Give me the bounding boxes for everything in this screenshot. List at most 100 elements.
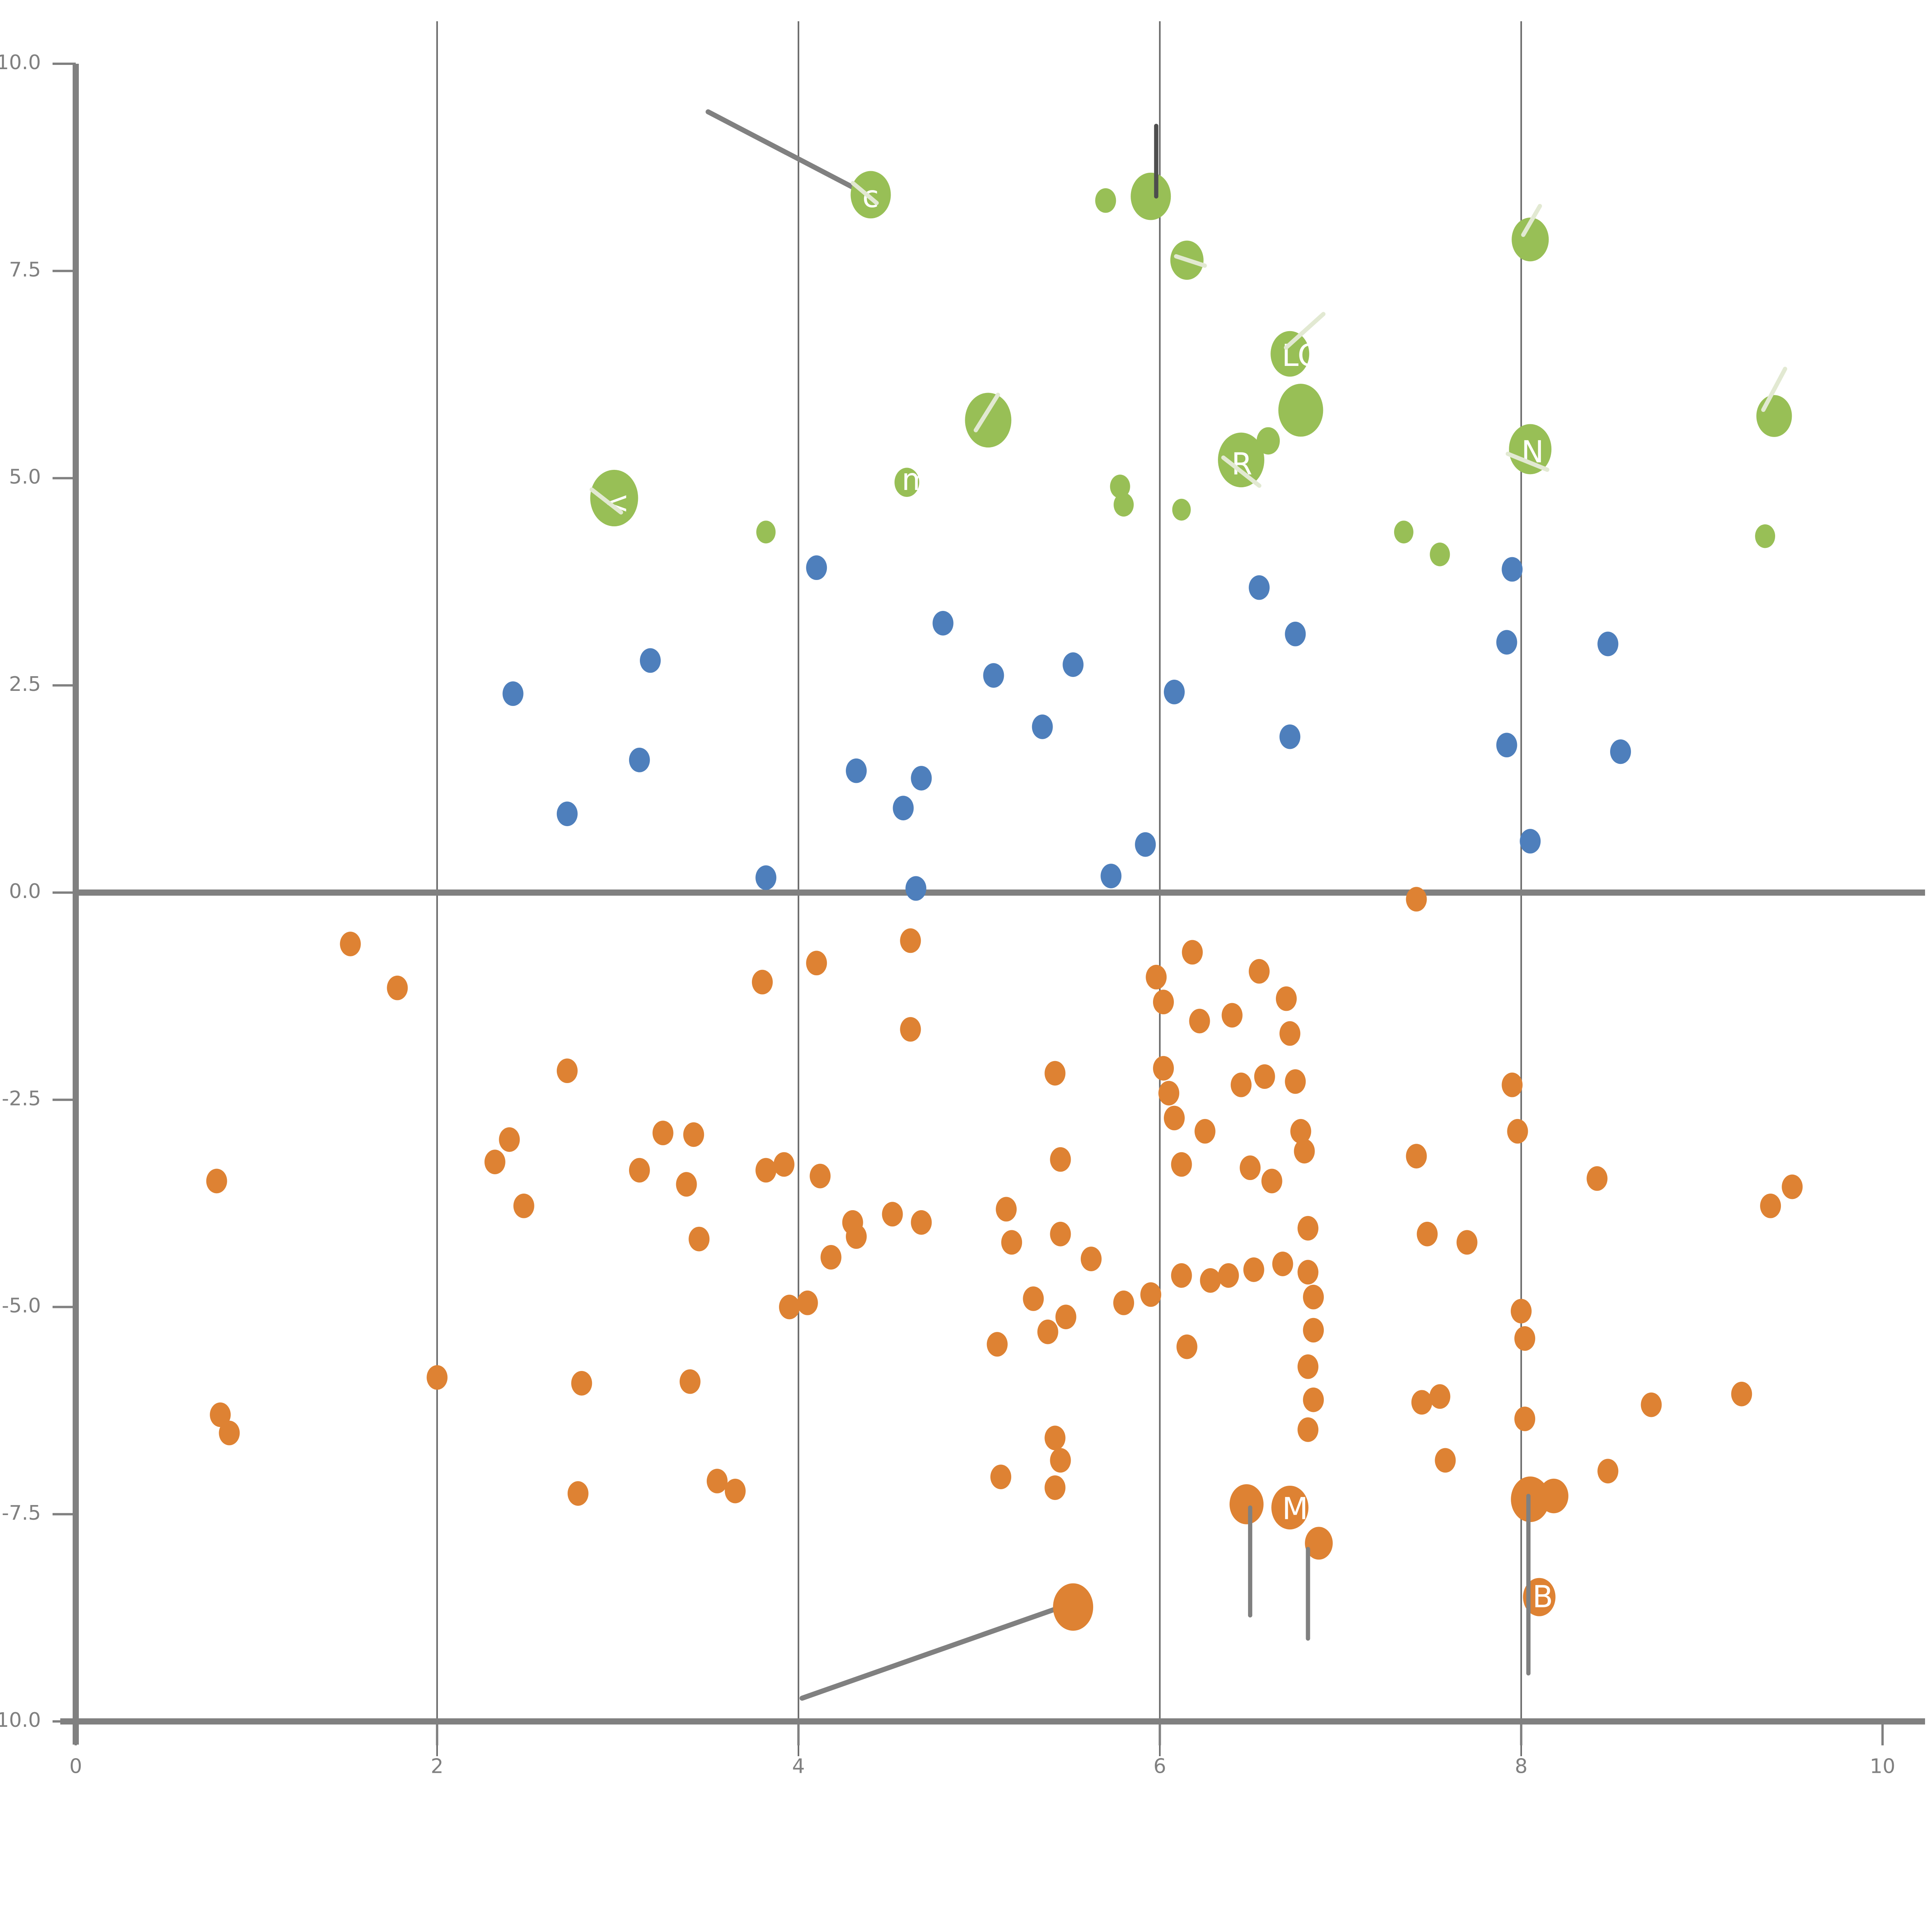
data-point-orange-96 [1510, 1299, 1532, 1324]
y-tick-group: 10.0 7.5 5.0 2.5 0.0 -2.5 -5.0 -7.5 -10.0 [0, 51, 76, 1732]
data-point-green-0 [590, 469, 638, 527]
data-point-orange-45 [1050, 1448, 1071, 1473]
data-point-blue-22 [1496, 733, 1517, 758]
data-point-orange-27 [820, 1245, 842, 1270]
data-point-orange-66 [1240, 1155, 1261, 1180]
data-point-orange-42 [1050, 1221, 1071, 1247]
data-point-orange-10 [571, 1371, 592, 1396]
data-point-orange-100 [1539, 1478, 1568, 1514]
data-point-orange-34 [986, 1332, 1008, 1357]
data-point-orange-60 [1189, 1009, 1210, 1034]
data-point-orange-56 [1171, 1152, 1192, 1177]
data-point-blue-16 [1164, 680, 1185, 704]
data-point-blue-4 [755, 865, 777, 890]
data-point-orange-1 [210, 1402, 231, 1427]
y-tick-label-6: -5.0 [2, 1294, 41, 1318]
y-tick-label-3: 2.5 [9, 673, 41, 696]
y-tick-label-0: 10.0 [0, 51, 41, 74]
x-tick-label-1: 2 [431, 1755, 444, 1778]
y-tick-label-2: 5.0 [9, 466, 41, 489]
data-point-orange-102 [1587, 1166, 1608, 1191]
data-point-blue-3 [629, 747, 650, 772]
data-point-blue-11 [983, 663, 1004, 688]
data-point-blue-5 [806, 555, 827, 580]
data-point-orange-14 [683, 1122, 704, 1147]
bubble-leader-stub-0 [589, 487, 623, 515]
data-point-blue-24 [1597, 631, 1619, 656]
data-point-blue-7 [893, 796, 914, 821]
y-tick-label-7: -7.5 [2, 1502, 41, 1525]
data-point-orange-31 [900, 928, 921, 953]
data-point-orange-54 [1158, 1081, 1179, 1105]
data-point-orange-50 [1140, 1282, 1162, 1307]
data-point-orange-75 [1285, 1069, 1306, 1094]
data-point-orange-36 [1001, 1230, 1022, 1255]
data-point-blue-19 [1279, 724, 1301, 749]
data-point-orange-3 [340, 932, 361, 956]
orange-callout [799, 1603, 1068, 1701]
data-point-green-7 [1110, 474, 1130, 498]
data-point-orange-95 [1507, 1119, 1528, 1144]
x-tick-label-5: 10 [1870, 1755, 1895, 1778]
data-point-green-11 [1218, 432, 1265, 488]
data-point-orange-0 [206, 1168, 227, 1194]
y-tick-label-4: 0.0 [9, 880, 41, 903]
bubble-label-green-3: m [902, 463, 931, 497]
data-point-orange-88 [1406, 1144, 1427, 1168]
data-point-blue-25 [1610, 739, 1631, 764]
data-point-orange-37 [990, 1464, 1012, 1490]
data-point-orange-98 [1514, 1406, 1536, 1431]
data-point-orange-22 [773, 1152, 794, 1177]
data-point-orange-79 [1298, 1260, 1319, 1285]
data-point-orange-58 [1176, 1334, 1197, 1359]
data-point-orange-70 [1254, 1064, 1275, 1089]
data-point-blue-21 [1496, 630, 1517, 655]
data-point-orange-7 [499, 1127, 520, 1152]
data-point-orange-62 [1200, 1268, 1221, 1293]
data-point-green-6 [1131, 172, 1171, 220]
data-point-orange-5 [427, 1365, 448, 1390]
data-point-orange-86 [1305, 1527, 1333, 1560]
bubble-leader-stub-7 [1761, 367, 1787, 412]
data-point-orange-63 [1218, 1263, 1239, 1288]
data-point-orange-33 [911, 1210, 932, 1235]
data-point-orange-57 [1171, 1263, 1192, 1288]
data-point-orange-43 [1055, 1304, 1077, 1330]
data-point-orange-44 [1044, 1425, 1066, 1451]
bubble-leader-stub-8 [1174, 254, 1207, 268]
data-point-orange-32 [900, 1017, 921, 1042]
data-point-blue-8 [911, 766, 932, 791]
data-point-orange-18 [706, 1469, 728, 1493]
data-point-orange-25 [806, 951, 827, 976]
data-point-orange-46 [1044, 1475, 1066, 1500]
data-point-orange-91 [1429, 1384, 1451, 1409]
data-point-blue-2 [639, 648, 661, 673]
data-point-green-4 [965, 393, 1012, 448]
x-tick-group: 0 2 4 6 8 10 [69, 1721, 1895, 1778]
data-point-blue-20 [1502, 557, 1523, 582]
data-point-orange-2 [219, 1420, 240, 1446]
orange-series-points [206, 887, 1803, 1631]
data-point-orange-72 [1272, 1252, 1293, 1276]
bubble-leader-stub-5 [1505, 451, 1549, 472]
x-tick-label-2: 4 [792, 1755, 805, 1778]
data-point-green-12 [1257, 427, 1280, 455]
bubble-label-orange-101: B [1532, 1580, 1553, 1614]
data-point-orange-9 [556, 1058, 578, 1083]
data-point-orange-52 [1153, 990, 1174, 1014]
data-point-orange-23 [779, 1294, 800, 1320]
data-point-blue-14 [1100, 864, 1122, 888]
data-point-orange-104 [1641, 1392, 1662, 1417]
data-point-green-3 [894, 468, 919, 497]
data-point-orange-26 [810, 1163, 831, 1189]
data-point-green-5 [1095, 188, 1116, 213]
data-point-green-13 [1270, 331, 1310, 377]
x-tick-label-0: 0 [69, 1755, 82, 1778]
data-point-orange-76 [1290, 1119, 1311, 1144]
data-point-orange-78 [1298, 1216, 1319, 1241]
data-point-blue-23 [1520, 829, 1541, 854]
data-point-orange-107 [1782, 1174, 1803, 1199]
data-point-orange-40 [1044, 1061, 1066, 1086]
data-point-orange-53 [1153, 1056, 1174, 1081]
